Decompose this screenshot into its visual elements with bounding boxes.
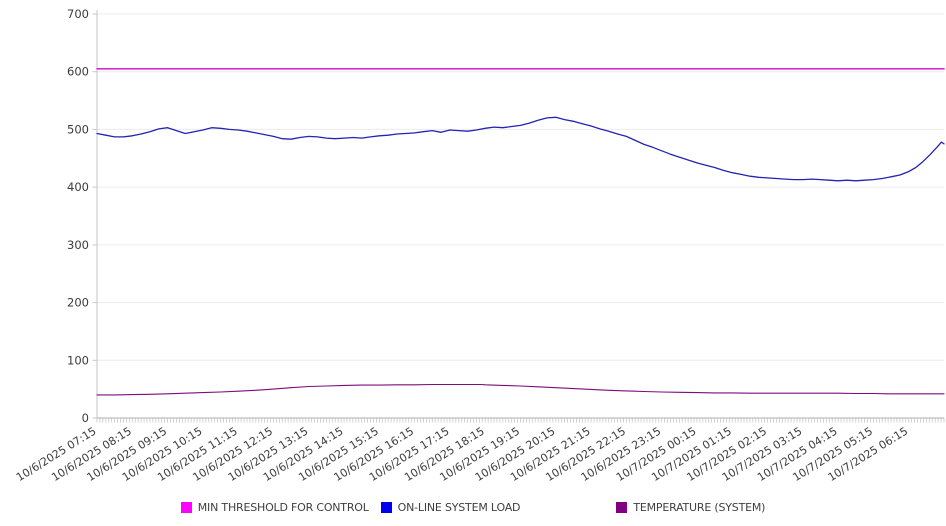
series-line-on-line-system-load [96,116,945,182]
y-axis-label: 700 [67,7,89,21]
y-axis-label: 600 [67,65,89,79]
y-axis-label: 0 [82,411,89,425]
legend-item-online-system-load: ON-LINE SYSTEM LOAD [380,500,521,514]
legend-swatch-purple [616,501,628,513]
legend-item-temperature: TEMPERATURE (SYSTEM) [616,501,765,514]
legend-swatch-magenta [180,501,192,513]
y-axis-label: 500 [67,122,89,136]
y-axis-label: 200 [67,296,89,310]
legend-label: ON-LINE SYSTEM LOAD [397,500,521,514]
series-line-temperature-system [96,383,945,396]
legend-label: MIN THRESHOLD FOR CONTROL [197,500,369,514]
legend: MIN THRESHOLD FOR CONTROL ON-LINE SYSTEM… [0,496,946,518]
y-axis-label: 100 [67,353,89,367]
y-axis-label: 400 [67,180,89,194]
legend-swatch-blue [380,501,392,513]
legend-item-min-threshold: MIN THRESHOLD FOR CONTROL [180,500,369,514]
y-axis-label: 300 [67,238,89,252]
legend-label: TEMPERATURE (SYSTEM) [633,500,766,514]
